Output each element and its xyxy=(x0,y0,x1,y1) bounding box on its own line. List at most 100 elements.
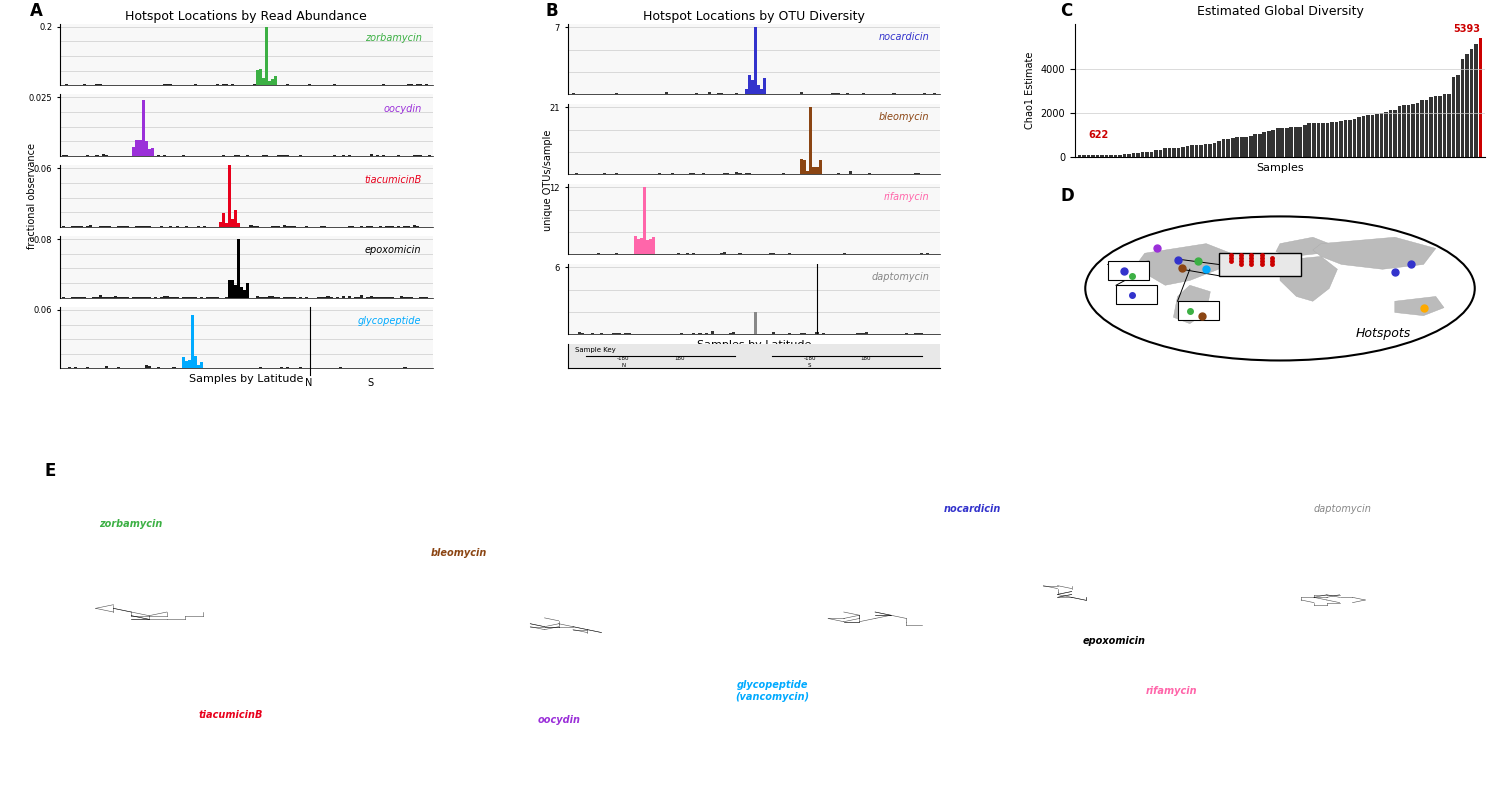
Bar xyxy=(284,226,286,227)
Bar xyxy=(1434,96,1437,157)
Bar xyxy=(1124,154,1126,157)
Bar xyxy=(99,296,102,297)
Bar xyxy=(1294,127,1298,157)
Text: D: D xyxy=(1060,186,1074,204)
Bar xyxy=(280,155,284,156)
Text: daptomycin: daptomycin xyxy=(871,272,928,282)
Bar xyxy=(572,93,574,95)
Bar xyxy=(600,253,603,255)
Bar xyxy=(1168,148,1172,157)
Bar xyxy=(266,155,268,156)
Bar xyxy=(754,27,758,95)
Bar xyxy=(366,226,369,227)
Bar xyxy=(633,237,638,255)
Bar xyxy=(1100,155,1104,157)
Bar xyxy=(1443,94,1446,157)
Bar xyxy=(406,226,410,227)
Bar xyxy=(1376,114,1378,157)
Bar xyxy=(348,155,351,156)
Bar xyxy=(1371,114,1374,157)
Bar xyxy=(705,333,708,335)
Bar xyxy=(1173,148,1176,157)
Bar xyxy=(1290,127,1293,157)
Bar xyxy=(868,94,871,95)
Bar xyxy=(1164,148,1167,157)
Bar xyxy=(858,333,861,335)
Bar xyxy=(1142,152,1144,157)
Bar xyxy=(74,367,76,368)
Bar xyxy=(255,70,258,85)
Bar xyxy=(1218,140,1221,157)
Bar xyxy=(735,93,738,95)
Text: E: E xyxy=(45,462,57,481)
Bar xyxy=(1286,128,1288,157)
Bar xyxy=(843,253,846,255)
Bar xyxy=(262,155,266,156)
Bar xyxy=(729,334,732,335)
X-axis label: Samples: Samples xyxy=(1256,163,1304,173)
Bar xyxy=(800,92,802,95)
Bar xyxy=(1479,38,1482,157)
Bar xyxy=(333,84,336,85)
Bar xyxy=(1276,129,1280,157)
Text: 622: 622 xyxy=(1089,129,1108,140)
Bar xyxy=(638,239,640,255)
Bar xyxy=(802,333,806,335)
Bar xyxy=(148,149,152,156)
Bar xyxy=(1150,151,1154,157)
Bar xyxy=(800,333,802,335)
Bar xyxy=(764,77,766,95)
Text: zorbamycin: zorbamycin xyxy=(99,519,164,529)
Bar xyxy=(258,69,262,85)
Bar xyxy=(158,367,160,368)
Text: N: N xyxy=(304,378,312,387)
Bar xyxy=(188,360,190,368)
Bar xyxy=(1146,151,1149,157)
Bar xyxy=(148,226,152,227)
Bar xyxy=(772,253,776,255)
Bar xyxy=(90,225,93,227)
Bar xyxy=(172,367,176,368)
Bar xyxy=(419,155,422,156)
Bar xyxy=(831,93,834,95)
Bar xyxy=(717,92,720,95)
Bar xyxy=(788,333,790,335)
Bar xyxy=(231,84,234,85)
Bar xyxy=(708,92,711,95)
Bar xyxy=(723,94,726,95)
Bar xyxy=(758,253,760,255)
Text: zorbamycin: zorbamycin xyxy=(364,33,422,43)
Bar xyxy=(246,282,249,297)
Bar xyxy=(274,76,278,85)
Bar xyxy=(1353,119,1356,157)
Polygon shape xyxy=(1395,297,1444,316)
Bar xyxy=(752,80,754,95)
Bar xyxy=(1304,125,1306,157)
Bar xyxy=(726,173,729,174)
Bar xyxy=(849,171,852,174)
Bar xyxy=(1412,104,1414,157)
Bar xyxy=(904,333,908,335)
Bar xyxy=(86,367,90,368)
Text: Sample Key: Sample Key xyxy=(574,347,615,353)
Bar xyxy=(1312,123,1316,157)
Bar xyxy=(388,226,392,227)
Bar xyxy=(249,226,252,227)
Bar xyxy=(747,75,752,95)
Bar xyxy=(597,253,600,255)
Bar xyxy=(74,226,76,227)
Bar xyxy=(99,84,102,85)
Bar xyxy=(1366,115,1370,157)
Bar xyxy=(920,334,924,335)
Bar xyxy=(126,226,129,227)
Bar xyxy=(240,287,243,297)
Text: bleomycin: bleomycin xyxy=(430,548,488,559)
Bar xyxy=(1082,155,1086,157)
Bar xyxy=(782,173,784,174)
Bar xyxy=(1178,148,1180,157)
Title: Hotspot Locations by Read Abundance: Hotspot Locations by Read Abundance xyxy=(126,9,368,23)
Bar xyxy=(806,170,810,174)
Bar xyxy=(816,167,819,174)
Bar xyxy=(615,333,618,335)
Bar xyxy=(646,240,650,255)
